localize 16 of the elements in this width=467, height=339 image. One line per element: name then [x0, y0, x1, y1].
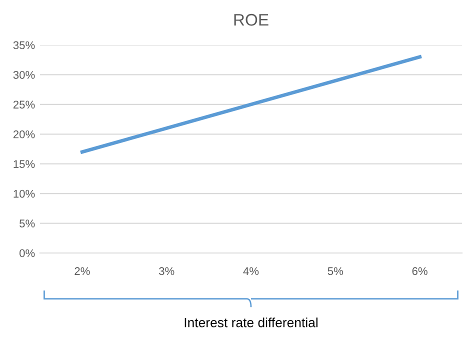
y-tick-label: 20% [13, 130, 35, 138]
x-axis-title: Interest rate differential [184, 318, 318, 328]
y-tick-label: 5% [20, 220, 35, 228]
x-tick-label: 6% [412, 267, 428, 276]
y-tick-label: 35% [13, 41, 35, 50]
x-tick-label: 4% [243, 267, 259, 276]
y-tick-label: 25% [13, 100, 35, 109]
y-tick-label: 10% [14, 190, 35, 198]
y-tick-label: 0% [20, 249, 35, 258]
x-tick-label: 2% [74, 267, 90, 276]
x-tick-label: 3% [158, 267, 174, 276]
x-tick-label: 5% [328, 267, 344, 276]
chart-title: ROE [234, 14, 268, 26]
line-series [80, 55, 422, 154]
y-tick-label: 30% [13, 70, 35, 79]
y-tick-label: 15% [14, 160, 35, 168]
